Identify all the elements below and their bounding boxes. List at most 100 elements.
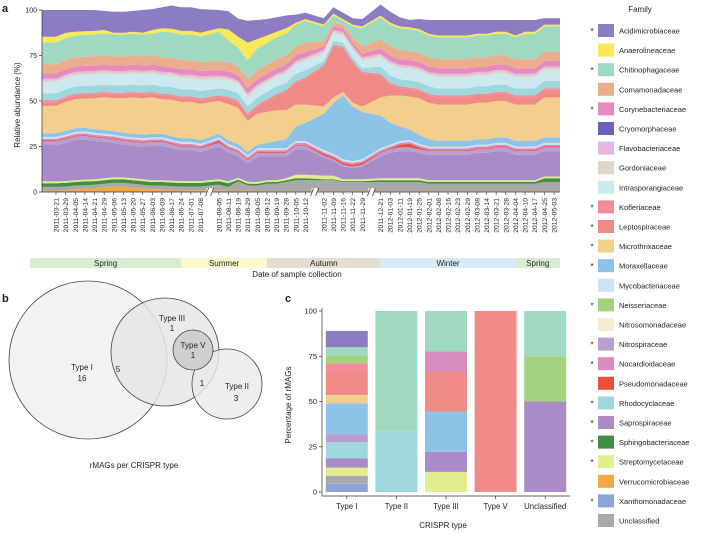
axis-break-marker <box>205 187 214 197</box>
legend-label: Moraxellaceae <box>619 262 668 271</box>
legend-label: Mycobacteriaceae <box>619 281 680 290</box>
legend-star: * <box>590 27 593 36</box>
date-label: 2011-09-12 <box>265 198 272 232</box>
date-label: 2012-03-08 <box>474 198 481 233</box>
area-saprospiraceae <box>42 139 560 182</box>
legend-label: Flavobacteriaceae <box>619 144 680 153</box>
date-label: 2011-10-12 <box>303 198 310 232</box>
panel-c-letter: c <box>285 293 291 305</box>
venn-type-iii-count: 1 <box>170 324 175 333</box>
area-nocardioidaceae <box>42 133 560 165</box>
date-label: 2011-06-03 <box>150 198 157 232</box>
legend-star: * <box>590 360 593 369</box>
legend-swatch <box>598 278 614 292</box>
legend-item-mycobacteriaceae: Mycobacteriaceae <box>598 278 680 292</box>
legend-star: * <box>590 419 593 428</box>
legend-item-moraxellaceae: * Moraxellaceae <box>590 259 668 273</box>
legend-item-gordoniaceae: Gordoniaceae <box>598 161 666 175</box>
legend-item-xanthomonadaceae: * Xanthomonadaceae <box>590 494 686 508</box>
legend-swatch <box>598 455 614 469</box>
c-x-tick-label: Type III <box>433 502 459 511</box>
area-microthrixaceae <box>42 91 560 152</box>
date-label: 2011-11-29 <box>360 198 367 232</box>
legend-item-corynebacteriaceae: * Corynebacteriaceae <box>590 102 686 116</box>
date-label: 2012-04-17 <box>532 198 539 233</box>
legend-label: Sphingobacteriaceae <box>619 438 689 447</box>
date-label: 2011-06-09 <box>160 198 167 232</box>
legend-item-kofleriaceae: * Kofleriaceae <box>590 200 661 214</box>
bar-segment-saprospiraceae <box>425 451 467 472</box>
date-label: 2011-08-29 <box>245 198 252 232</box>
legend-swatch <box>598 102 614 116</box>
date-label: 2012-05-03 <box>552 198 559 233</box>
legend-swatch <box>598 298 614 312</box>
legend-item-sphingobacteriaceae: * Sphingobacteriaceae <box>590 435 689 449</box>
date-label: 2012-01-25 <box>417 198 424 233</box>
season-label: Summer <box>209 259 240 268</box>
y-tick-label: 25 <box>29 144 37 151</box>
legend-swatch <box>598 435 614 449</box>
venn-type-i-count: 16 <box>78 374 87 383</box>
y-tick-label: 0 <box>33 190 37 197</box>
legend-label: Nitrospiraceae <box>619 340 667 349</box>
bar-segment-streptomycetaceae <box>425 471 467 492</box>
legend-swatch <box>598 63 614 77</box>
area-acidimicrobiaceae <box>42 4 560 43</box>
c-x-tick-label: Type V <box>483 502 508 511</box>
bar-segment-chitinophagaceae <box>425 311 467 352</box>
venn-type-iii-label: Type III <box>159 314 185 323</box>
legend-label: Unclassified <box>619 517 659 526</box>
bar-segment-rhodocyclaceae <box>325 442 368 459</box>
area-pseudomonadaceae <box>42 135 560 167</box>
legend-label: Streptomycetaceae <box>619 458 684 467</box>
legend-star: * <box>590 105 593 114</box>
legend-item-verrucomicrobiaceae: Verrucomicrobiaceae <box>598 474 689 488</box>
date-label: 2012-04-04 <box>513 198 520 233</box>
stacked-bars <box>325 311 567 492</box>
bar-segment-unclassified <box>325 475 368 484</box>
panel-c-ylabel: Percentage of rMAGs <box>284 367 293 444</box>
c-y-tick-label: 25 <box>309 442 317 451</box>
panel-a-area-chart: Relative abundance (%) 0 25 50 75 100 2011-0… <box>13 4 560 279</box>
legend-label: Pseudomonadaceae <box>619 379 688 388</box>
season-winter-band <box>380 258 516 268</box>
legend-label: Microthrixaceae <box>619 242 672 251</box>
date-label: 2011-07-08 <box>198 198 205 232</box>
panel-a-letter: a <box>2 3 9 15</box>
legend-star: * <box>590 223 593 232</box>
legend-label: Intrasporangiaceae <box>619 183 683 192</box>
date-label: 2012-02-29 <box>465 198 472 233</box>
legend-label: Saprospiraceae <box>619 419 672 428</box>
date-label: 2012-01-11 <box>397 198 404 232</box>
legend-star: * <box>590 497 593 506</box>
legend-swatch <box>598 376 614 390</box>
legend-item-chitinophagaceae: * Chitinophagaceae <box>590 63 679 77</box>
c-x-tick-label: Unclassified <box>524 502 566 511</box>
legend-label: Leptospiraceae <box>619 223 670 232</box>
date-label: 2011-09-05 <box>255 198 262 232</box>
panel-b-letter: b <box>2 293 9 305</box>
bar-segment-kofleriaceae <box>325 363 368 372</box>
axis-break-marker <box>367 187 376 197</box>
bar-segment-leptospiraceae <box>425 371 467 412</box>
area-intrasporangiaceae <box>42 33 560 107</box>
date-label: 2011-11-02 <box>321 198 328 232</box>
date-label: 2012-02-23 <box>455 198 462 233</box>
date-label: 2011-10-05 <box>293 198 300 232</box>
season-label: Autumn <box>310 259 338 268</box>
legend-label: Neisseriaceae <box>619 301 667 310</box>
venn-overlap-iii-ii: 1 <box>200 379 205 388</box>
bar-segment-chitinophagaceae <box>524 311 567 357</box>
legend-label: Nitrosomonadaceae <box>619 321 686 330</box>
season-spring-band <box>515 258 560 268</box>
legend-label: Rhodocyclaceae <box>619 399 674 408</box>
bar-segment-microthrixaceae <box>325 395 368 404</box>
bar-segment-nitrospiraceae <box>325 434 368 443</box>
legend-swatch <box>598 357 614 371</box>
c-x-tick-label: Type I <box>336 502 357 511</box>
panel-a-x-axis: 2011-03-21 2011-03-29 2011-04-05 2011-04-14… <box>42 191 560 233</box>
date-label: 2011-04-05 <box>73 198 80 232</box>
legend-item-flavobacteriaceae: Flavobacteriaceae <box>598 141 680 155</box>
bar-segment-saprospiraceae <box>325 458 368 468</box>
date-label: 2011-04-21 <box>92 198 99 232</box>
